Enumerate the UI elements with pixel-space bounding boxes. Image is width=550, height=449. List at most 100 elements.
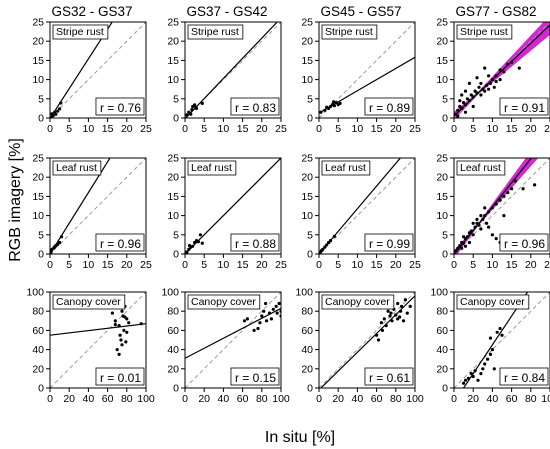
x-tick-label: 15 [506, 259, 518, 271]
y-tick-label: 0 [442, 249, 448, 261]
data-point [323, 108, 327, 112]
data-point [332, 104, 336, 108]
panel-6: 0 5 10 15 20 25 0 5 10 15 20 25 Leaf rust r = 0.88 [167, 153, 287, 272]
correlation-box [95, 233, 145, 252]
data-point [245, 317, 249, 321]
y-tick-label: 0 [307, 113, 313, 125]
x-tick-label: 15 [237, 123, 249, 135]
y-tick-label: 60 [436, 325, 448, 337]
data-point [118, 333, 122, 337]
x-tick-label: 15 [102, 123, 114, 135]
data-point [325, 243, 329, 247]
data-point [463, 103, 468, 107]
data-point [384, 324, 388, 328]
data-point [494, 74, 498, 78]
data-point [274, 304, 278, 308]
correlation-box [364, 97, 414, 116]
data-point [487, 225, 491, 229]
data-point [485, 83, 489, 87]
y-tick-label: 20 [301, 36, 313, 48]
y-tick-label: 0 [38, 113, 44, 125]
data-point [127, 321, 131, 325]
data-point [117, 352, 121, 356]
x-tick-label: 40 [352, 393, 364, 405]
data-point [498, 198, 502, 202]
data-point [275, 311, 279, 315]
panel-8: 0 5 10 15 20 25 0 5 10 15 20 25 Leaf rust r = 0.96 [436, 153, 550, 271]
y-tick-label: 15 [32, 191, 44, 203]
data-point [506, 191, 510, 195]
y-tick-label: 20 [436, 363, 448, 375]
correlation-box [95, 367, 145, 386]
data-point [185, 113, 189, 117]
x-tick-label: 15 [371, 123, 383, 135]
data-point [271, 307, 275, 311]
confidence-band [454, 158, 539, 254]
data-point [488, 352, 493, 356]
y-tick-label: 25 [436, 17, 448, 29]
y-tick-label: 25 [167, 17, 179, 29]
data-point [264, 301, 268, 306]
data-point [483, 89, 487, 93]
data-point [494, 237, 498, 241]
data-point [471, 374, 475, 379]
y-tick-label: 0 [442, 113, 448, 125]
x-tick-label: 5 [335, 259, 341, 271]
regression-line [454, 158, 533, 254]
data-point [463, 244, 468, 248]
x-tick-label: 0 [47, 259, 53, 271]
panel-5: 0 5 10 15 20 25 0 5 10 15 20 25 Leaf rust r = 0.96 [32, 153, 152, 272]
y-tick-label: 10 [167, 74, 179, 86]
plot-area [454, 292, 550, 388]
data-point [380, 328, 384, 332]
y-tick-label: 20 [32, 363, 44, 375]
data-point [471, 95, 475, 99]
y-tick-label: 60 [32, 325, 44, 337]
x-tick-label: 0 [182, 393, 188, 405]
x-axis-label: In situ [%] [265, 429, 335, 446]
data-point [194, 105, 198, 109]
y-tick-label: 100 [161, 287, 179, 299]
x-tick-label: 20 [390, 123, 402, 135]
data-point [517, 66, 521, 70]
x-tick-label: 100 [137, 393, 155, 405]
one-to-one-line [454, 158, 550, 254]
y-tick-label: 0 [38, 383, 44, 395]
panel-label: Leaf rust [325, 162, 366, 174]
x-tick-label: 10 [487, 123, 499, 135]
x-tick-label: 10 [83, 259, 95, 271]
x-tick-label: 10 [352, 123, 364, 135]
correlation-label: r = 0.84 [504, 371, 545, 385]
data-point [486, 357, 490, 361]
data-point [196, 240, 200, 244]
data-point [120, 343, 124, 347]
plot-area [454, 158, 550, 254]
data-point [463, 110, 468, 114]
data-point [113, 323, 117, 327]
plot-area [50, 22, 146, 118]
data-point [190, 108, 194, 112]
panel-label-box [321, 160, 371, 176]
data-point [495, 330, 499, 334]
panel-frame [453, 21, 550, 119]
y-tick-label: 0 [173, 249, 179, 261]
data-point [492, 85, 496, 89]
data-point [502, 70, 506, 74]
data-point [125, 330, 129, 334]
data-point [475, 76, 479, 80]
data-point [533, 183, 537, 187]
data-point [58, 240, 62, 245]
plot-area [454, 22, 550, 118]
data-point [319, 110, 323, 114]
y-tick-label: 25 [301, 17, 313, 29]
data-point [463, 378, 468, 382]
x-tick-label: 0 [451, 393, 457, 405]
data-point [490, 78, 494, 82]
regression-line [50, 22, 113, 118]
data-point [510, 187, 514, 191]
panel-frame [49, 291, 147, 389]
data-point [460, 246, 464, 250]
data-point [506, 62, 510, 66]
correlation-box [499, 97, 549, 116]
x-tick-label: 20 [467, 393, 479, 405]
